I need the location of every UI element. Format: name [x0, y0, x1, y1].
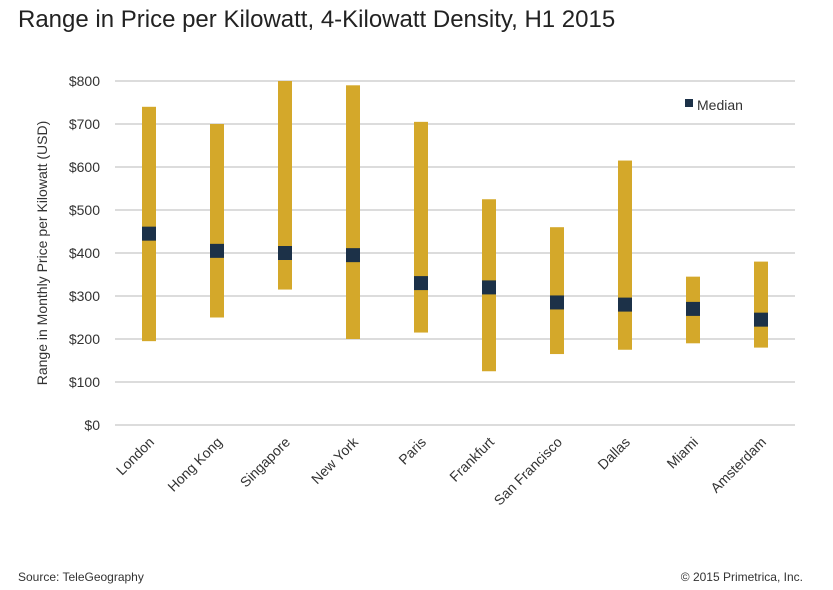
- chart-title: Range in Price per Kilowatt, 4-Kilowatt …: [18, 6, 616, 33]
- range-bar-new-york: [346, 85, 360, 339]
- source-note: Source: TeleGeography: [18, 570, 144, 584]
- median-marker: [754, 312, 768, 327]
- y-tick-label: $0: [84, 417, 100, 433]
- x-tick-label: London: [113, 434, 157, 478]
- y-tick-label: $800: [69, 73, 100, 89]
- y-tick-label: $500: [69, 202, 100, 218]
- x-tick-label: Hong Kong: [164, 434, 225, 495]
- legend-median-label: Median: [697, 97, 743, 113]
- y-tick-label: $100: [69, 374, 100, 390]
- median-marker: [686, 301, 700, 316]
- median-marker: [618, 297, 632, 312]
- median-marker: [346, 248, 360, 263]
- y-tick-label: $200: [69, 331, 100, 347]
- x-tick-label: Frankfurt: [446, 434, 497, 485]
- x-tick-label: Amsterdam: [707, 434, 769, 496]
- y-axis-label: Range in Monthly Price per Kilowatt (USD…: [34, 121, 50, 386]
- median-marker: [550, 295, 564, 310]
- median-marker: [210, 243, 224, 258]
- y-tick-label: $400: [69, 245, 100, 261]
- y-tick-label: $300: [69, 288, 100, 304]
- x-tick-label: Singapore: [237, 434, 294, 491]
- x-tick-label: New York: [308, 433, 362, 487]
- copyright-note: © 2015 Primetrica, Inc.: [680, 570, 803, 584]
- x-tick-label: Miami: [663, 434, 701, 472]
- range-bar-paris: [414, 121, 428, 333]
- range-bar-dallas: [618, 160, 632, 350]
- median-marker: [278, 246, 292, 260]
- median-marker: [482, 280, 496, 295]
- y-tick-label: $700: [69, 116, 100, 132]
- median-marker: [414, 276, 428, 291]
- range-bar-san-francisco: [550, 227, 564, 355]
- legend-median-swatch: [685, 99, 693, 107]
- x-tick-label: San Francisco: [491, 434, 566, 509]
- x-tick-label: Dallas: [594, 434, 633, 473]
- range-bar-london: [142, 106, 156, 342]
- x-tick-label: Paris: [395, 434, 429, 468]
- median-marker: [142, 226, 156, 241]
- y-tick-label: $600: [69, 159, 100, 175]
- range-bar-hong-kong: [210, 124, 224, 318]
- range-bar-amsterdam: [754, 261, 768, 348]
- range-bar-singapore: [278, 81, 292, 290]
